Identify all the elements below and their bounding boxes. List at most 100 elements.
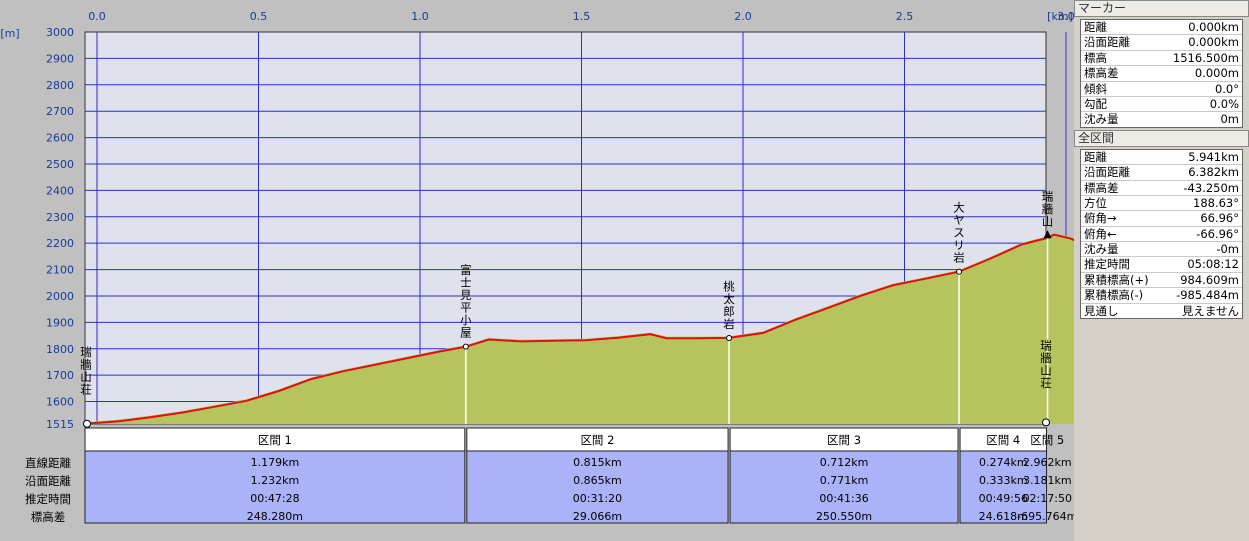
marker-panel-value: 0.000km <box>1188 20 1239 34</box>
total-panel-value: 5.941km <box>1188 149 1239 164</box>
elevation-profile-line <box>84 233 1074 425</box>
total-panel-value: 見えません <box>1181 303 1239 318</box>
total-panel-label: 俯角→ <box>1084 211 1117 226</box>
section-value: 0.771km <box>820 474 869 487</box>
marker-panel-value: 0.000m <box>1194 66 1239 81</box>
section-value: 0.815km <box>573 456 622 469</box>
total-panel-value: 984.609m <box>1180 272 1239 287</box>
total-panel-label: 沈み量 <box>1084 242 1119 257</box>
x-tick-label: 1.0 <box>411 10 429 23</box>
section-value: 0.865km <box>573 474 622 487</box>
marker-panel-label: 沿面距離 <box>1084 35 1130 50</box>
section-value: 2.962km <box>1023 456 1072 469</box>
total-panel-value: 66.96° <box>1200 211 1239 226</box>
y-tick-label: 1600 <box>46 396 74 409</box>
x-tick-label: 2.0 <box>734 10 752 23</box>
total-panel-row: 累積標高(-) -985.484m <box>1081 288 1242 304</box>
section-value: 29.066m <box>573 510 622 523</box>
marker-panel-label: 沈み量 <box>1084 112 1119 127</box>
x-unit-label: [km] <box>1047 10 1073 23</box>
summit-marker-icon <box>1043 230 1052 239</box>
total-panel-value: -66.96° <box>1196 226 1239 241</box>
total-panel-row: 推定時間 05:08:12 <box>1081 257 1242 273</box>
section-value: 250.550m <box>816 510 872 523</box>
section-value: 24.618m <box>979 510 1028 523</box>
terrain-area <box>85 233 1074 424</box>
y-tick-label: 2700 <box>46 105 74 118</box>
section-value-cell <box>84 450 466 524</box>
section-name: 区間 2 <box>580 433 614 447</box>
section-value: 02:17:50 <box>1023 492 1072 505</box>
section-row-label: 沿面距離 <box>25 474 71 488</box>
total-panel-label: 俯角← <box>1084 226 1117 241</box>
marker-info-table: 距離 0.000km 沿面距離 0.000km 標高 1516.500m 標高差 0.000m… <box>1080 19 1243 128</box>
total-panel-value: 6.382km <box>1188 165 1239 180</box>
section-value: 1.179km <box>251 456 300 469</box>
section-value: 3.181km <box>1023 474 1072 487</box>
x-tick-label: 1.5 <box>573 10 591 23</box>
total-panel-label: 標高差 <box>1084 180 1119 195</box>
total-panel-row: 沈み量 -0m <box>1081 242 1242 258</box>
section-value-cell <box>959 450 1048 524</box>
y-unit-label: [m] <box>0 27 19 40</box>
total-panel-row: 俯角← -66.96° <box>1081 226 1242 243</box>
total-panel-value: -0m <box>1216 242 1239 257</box>
waypoint-marker[interactable] <box>83 419 91 428</box>
total-info-table: 距離 5.941km 沿面距離 6.382km 標高差 -43.250m 方位 188.63°… <box>1080 148 1243 320</box>
waypoint-label: 大ヤスリ岩 <box>953 201 965 265</box>
waypoint-marker[interactable] <box>1042 418 1050 427</box>
marker-panel-label: 勾配 <box>1084 96 1107 111</box>
marker-panel-value: 1516.500m <box>1172 50 1239 65</box>
waypoint-marker[interactable] <box>462 343 469 350</box>
total-panel-label: 累積標高(+) <box>1084 272 1149 287</box>
total-panel-label: 累積標高(-) <box>1084 288 1144 303</box>
waypoint-marker[interactable] <box>956 268 963 275</box>
section-value: -695.764m <box>1017 510 1074 523</box>
section-value-cell <box>466 450 729 524</box>
section-name: 区間 1 <box>258 433 292 447</box>
marker-panel-label: 距離 <box>1084 20 1107 34</box>
marker-panel-label: 傾斜 <box>1084 81 1107 96</box>
marker-panel-value: 0.0% <box>1209 96 1239 111</box>
total-panel-row: 距離 5.941km <box>1081 149 1242 166</box>
marker-panel-row: 距離 0.000km <box>1081 20 1242 36</box>
marker-panel-row: 沿面距離 0.000km <box>1081 35 1242 51</box>
section-value: 00:47:28 <box>250 492 299 505</box>
y-tick-label: 2900 <box>46 52 74 65</box>
y-tick-label: 2800 <box>46 79 74 92</box>
total-panel-value: 188.63° <box>1193 195 1239 210</box>
section-value: 0.333km <box>979 474 1028 487</box>
total-panel-row: 俯角→ 66.96° <box>1081 211 1242 227</box>
elevation-profile-chart[interactable]: 3000 2900 2800 2700 2600 2500 2400 2300 2200 2100… <box>0 0 1074 541</box>
section-value: 0.274km <box>979 456 1028 469</box>
marker-panel-row: 標高 1516.500m <box>1081 50 1242 67</box>
total-panel-label: 方位 <box>1084 195 1107 210</box>
y-tick-label: 2300 <box>46 211 74 224</box>
marker-panel-label: 標高 <box>1084 50 1107 65</box>
marker-panel-title: マーカー <box>1074 0 1249 17</box>
y-tick-label: 2100 <box>46 264 74 277</box>
total-panel-title: 全区間 <box>1074 129 1249 147</box>
x-tick-label: 2.5 <box>896 10 914 23</box>
x-tick-label: 0.0 <box>88 10 106 23</box>
waypoint-marker[interactable] <box>726 334 733 341</box>
total-panel-label: 見通し <box>1084 303 1119 318</box>
total-panel-label: 推定時間 <box>1084 257 1130 272</box>
waypoint-label: 瑞牆山荘 <box>1040 339 1052 391</box>
total-panel-label: 沿面距離 <box>1084 165 1130 180</box>
y-tick-label: 1800 <box>46 343 74 356</box>
x-tick-label: 0.5 <box>250 10 268 23</box>
section-value: 1.232km <box>251 474 300 487</box>
section-value: 00:31:20 <box>573 492 622 505</box>
section-row-label: 標高差 <box>31 510 66 524</box>
total-panel-row: 方位 188.63° <box>1081 195 1242 212</box>
marker-panel-row: 沈み量 0m <box>1081 112 1242 126</box>
y-tick-label: 2500 <box>46 158 74 171</box>
marker-panel-row: 標高差 0.000m <box>1081 66 1242 82</box>
marker-panel-row: 勾配 0.0% <box>1081 96 1242 113</box>
y-tick-label: 3000 <box>46 26 74 39</box>
waypoint-label: 瑞牆山荘 <box>80 345 92 397</box>
total-panel-row: 累積標高(+) 984.609m <box>1081 272 1242 289</box>
total-panel-value: 05:08:12 <box>1187 257 1239 272</box>
waypoint-label: 瑞牆山 <box>1042 189 1054 228</box>
